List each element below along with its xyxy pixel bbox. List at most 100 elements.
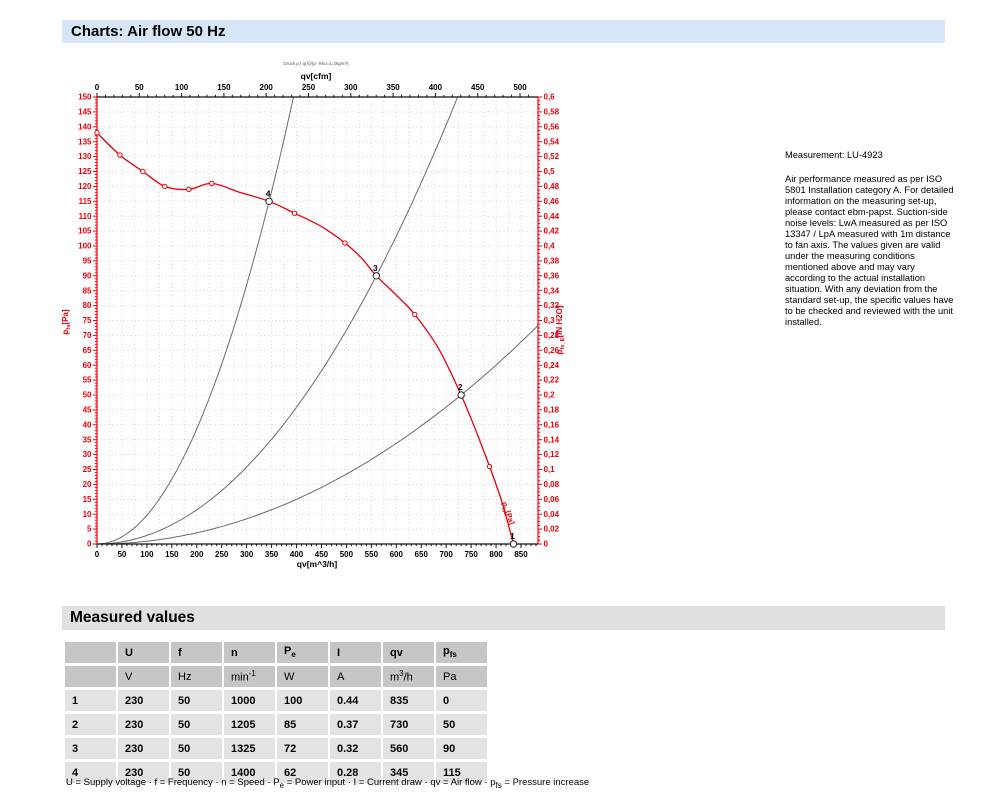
svg-text:pfs[Pa]: pfs[Pa] — [498, 501, 517, 527]
svg-text:0,6: 0,6 — [544, 93, 556, 102]
svg-text:55: 55 — [83, 376, 92, 385]
curve-marker — [117, 152, 123, 158]
unit-header: min-1 — [224, 666, 275, 687]
table-cell: 1 — [65, 690, 116, 711]
table-cell: 4 — [65, 762, 116, 783]
table-cell: 100 — [277, 690, 328, 711]
airflow-chart: 0 5 10 15 20 25 30 35 40 45 50 55 60 65 70 75 80 85 90 95 10… — [0, 0, 660, 600]
svg-text:0,54: 0,54 — [544, 137, 560, 146]
svg-text:250: 250 — [215, 550, 229, 559]
svg-text:0,56: 0,56 — [544, 122, 560, 131]
operating-points: 1 2 3 4 — [265, 188, 518, 548]
operating-point — [265, 197, 273, 206]
svg-text:pfs_E[IN H2O]: pfs_E[IN H2O] — [555, 305, 566, 354]
svg-text:4: 4 — [266, 188, 271, 198]
svg-text:200: 200 — [190, 550, 204, 559]
svg-text:0,14: 0,14 — [544, 435, 560, 444]
svg-text:300: 300 — [344, 83, 358, 92]
table-cell: 1000 — [224, 690, 275, 711]
svg-text:500: 500 — [513, 83, 527, 92]
svg-text:125: 125 — [78, 167, 92, 176]
svg-text:0,1: 0,1 — [544, 465, 556, 474]
svg-text:0,16: 0,16 — [544, 420, 560, 429]
table-cell: 230 — [118, 762, 169, 783]
svg-text:145: 145 — [78, 108, 92, 117]
table-cell: 50 — [171, 714, 222, 735]
table-cell: 0.44 — [330, 690, 381, 711]
column-header: f — [171, 642, 222, 663]
svg-text:135: 135 — [78, 137, 92, 146]
column-header: pfs — [436, 642, 487, 663]
svg-text:500: 500 — [340, 550, 354, 559]
table-cell: 1400 — [224, 762, 275, 783]
svg-text:800: 800 — [489, 550, 503, 559]
curve-marker — [140, 168, 146, 175]
table-body: 1 230 50 1000 100 0.44 835 0 2 230 50 1205 85 0.37 730… — [65, 690, 487, 783]
svg-text:0,02: 0,02 — [544, 525, 560, 534]
table-cell: 50 — [171, 762, 222, 783]
table-cell: 2 — [65, 714, 116, 735]
curve-marker — [486, 463, 493, 470]
svg-text:80: 80 — [83, 301, 92, 310]
table-cell: 0.37 — [330, 714, 381, 735]
unit-header: m3/h — [383, 666, 434, 687]
svg-text:0,48: 0,48 — [544, 182, 560, 191]
system-curve — [96, 96, 459, 545]
measurement-note-body: Air performance measured as per ISO 5801… — [785, 174, 954, 327]
svg-text:90: 90 — [83, 271, 92, 280]
table-cell: 3 — [65, 738, 116, 759]
svg-text:qv[cfm]: qv[cfm] — [301, 71, 332, 81]
svg-text:105: 105 — [78, 227, 92, 236]
svg-text:0,22: 0,22 — [544, 376, 560, 385]
svg-text:140: 140 — [78, 122, 92, 131]
operating-point — [509, 540, 518, 548]
svg-text:0,06: 0,06 — [544, 495, 560, 504]
svg-text:110: 110 — [79, 212, 92, 221]
svg-text:3: 3 — [373, 263, 378, 273]
svg-text:15: 15 — [83, 495, 92, 504]
column-header: qv — [383, 642, 434, 663]
svg-text:450: 450 — [315, 550, 329, 559]
svg-text:0,04: 0,04 — [544, 510, 560, 519]
axis-labels: Druck p f q(h)/(p· Rho=1,2kg/m³) qv[cfm] q… — [61, 61, 566, 569]
curve-marker — [162, 183, 168, 190]
svg-text:150: 150 — [78, 93, 92, 102]
svg-text:10: 10 — [83, 510, 92, 519]
svg-text:qv[m^3/h]: qv[m^3/h] — [297, 559, 338, 569]
svg-text:0,26: 0,26 — [544, 346, 560, 355]
svg-text:150: 150 — [217, 83, 231, 92]
table-cell: 1325 — [224, 738, 275, 759]
unit-header — [65, 666, 116, 687]
measurement-note: Measurement: LU-4923 Air performance mea… — [785, 150, 957, 328]
table-cell: 1205 — [224, 714, 275, 735]
svg-text:0,24: 0,24 — [544, 361, 560, 370]
svg-text:85: 85 — [83, 286, 92, 295]
axes: 0510152025303540455055606570758085909510… — [78, 83, 559, 559]
curve-marker — [342, 240, 348, 246]
curve-marker — [209, 180, 215, 187]
table-cell: 0.32 — [330, 738, 381, 759]
svg-text:Druck p f q(h)/(p· Rho=1,2kg/m: Druck p f q(h)/(p· Rho=1,2kg/m³) — [283, 61, 349, 66]
svg-text:0,38: 0,38 — [544, 257, 560, 266]
unit-header: V — [118, 666, 169, 687]
page-title: Charts: Air flow 50 Hz — [62, 20, 945, 43]
table-cell: 0 — [436, 690, 487, 711]
svg-text:350: 350 — [265, 550, 279, 559]
svg-text:650: 650 — [415, 550, 429, 559]
grid — [97, 97, 538, 544]
svg-text:2: 2 — [458, 382, 463, 392]
column-header — [65, 642, 116, 663]
svg-text:250: 250 — [302, 83, 316, 92]
svg-text:45: 45 — [83, 406, 92, 415]
svg-text:450: 450 — [471, 83, 485, 92]
table-row: 4 230 50 1400 62 0.28 345 115 — [65, 762, 487, 783]
column-header: U — [118, 642, 169, 663]
table-cell: 115 — [436, 762, 487, 783]
svg-text:50: 50 — [83, 391, 92, 400]
svg-text:0,42: 0,42 — [544, 227, 560, 236]
svg-text:0,34: 0,34 — [544, 286, 560, 295]
svg-text:0: 0 — [95, 83, 100, 92]
table-legend: U = Supply voltage · f = Frequency · n =… — [66, 777, 590, 790]
table-row: 1 230 50 1000 100 0.44 835 0 — [65, 690, 487, 711]
